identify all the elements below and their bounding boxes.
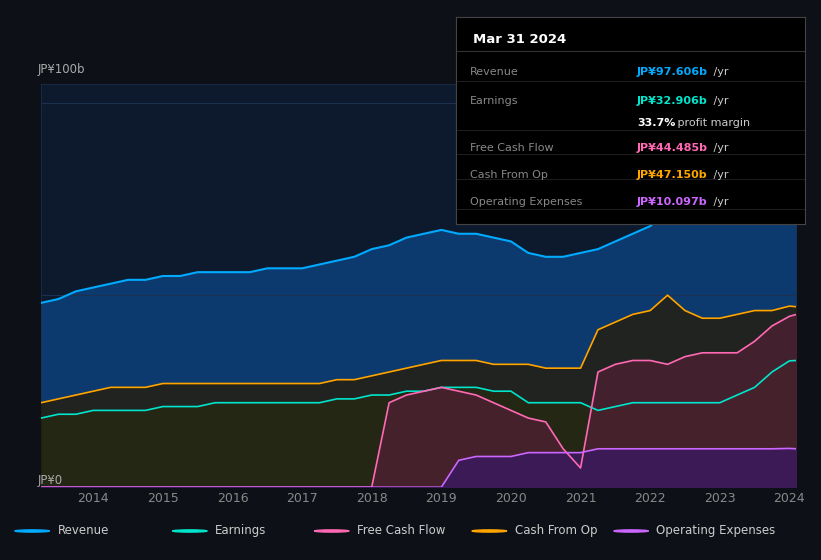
- Text: Operating Expenses: Operating Expenses: [470, 197, 582, 207]
- Text: Free Cash Flow: Free Cash Flow: [357, 525, 445, 538]
- Text: Free Cash Flow: Free Cash Flow: [470, 143, 553, 153]
- Text: JP¥44.485b: JP¥44.485b: [637, 143, 708, 153]
- Text: JP¥10.097b: JP¥10.097b: [637, 197, 708, 207]
- Text: Operating Expenses: Operating Expenses: [657, 525, 776, 538]
- Circle shape: [15, 530, 49, 532]
- Text: 33.7%: 33.7%: [637, 118, 676, 128]
- Text: JP¥0: JP¥0: [37, 474, 62, 487]
- Text: JP¥97.606b: JP¥97.606b: [637, 67, 708, 77]
- Circle shape: [614, 530, 649, 532]
- Text: /yr: /yr: [710, 197, 729, 207]
- Circle shape: [172, 530, 207, 532]
- Text: /yr: /yr: [710, 170, 729, 180]
- Text: profit margin: profit margin: [674, 118, 750, 128]
- Text: Earnings: Earnings: [215, 525, 266, 538]
- Text: JP¥32.906b: JP¥32.906b: [637, 96, 708, 105]
- Text: /yr: /yr: [710, 67, 729, 77]
- Text: Mar 31 2024: Mar 31 2024: [473, 34, 566, 46]
- Circle shape: [314, 530, 349, 532]
- Text: Revenue: Revenue: [57, 525, 108, 538]
- Text: JP¥47.150b: JP¥47.150b: [637, 170, 708, 180]
- Text: Cash From Op: Cash From Op: [515, 525, 597, 538]
- Text: JP¥100b: JP¥100b: [37, 63, 85, 76]
- Circle shape: [472, 530, 507, 532]
- Text: Revenue: Revenue: [470, 67, 518, 77]
- Text: Cash From Op: Cash From Op: [470, 170, 548, 180]
- Text: /yr: /yr: [710, 143, 729, 153]
- Text: Earnings: Earnings: [470, 96, 518, 105]
- Text: /yr: /yr: [710, 96, 729, 105]
